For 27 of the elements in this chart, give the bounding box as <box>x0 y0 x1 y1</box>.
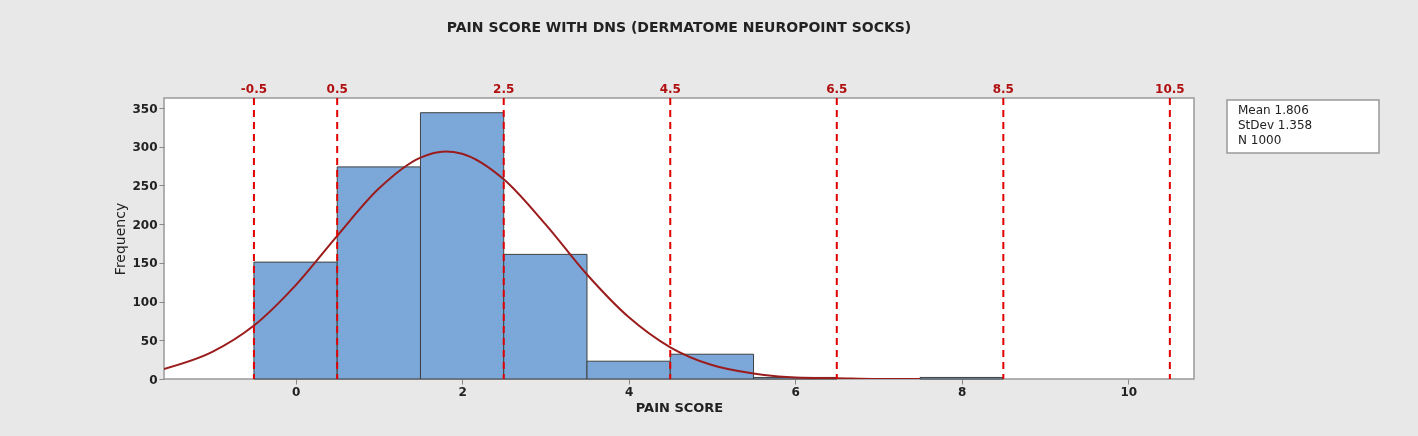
x-axis-title: PAIN SCORE <box>635 399 724 415</box>
y-tick-label: 350 <box>132 101 158 116</box>
ref-line-label: -0.5 <box>240 82 268 96</box>
y-tick-label: 0 <box>149 372 158 387</box>
ref-line-label: 8.5 <box>992 82 1014 96</box>
chart-title: PAIN SCORE WITH DNS (DERMATOME NEUROPOINT SOCKS) <box>446 19 912 35</box>
y-tick-label: 250 <box>132 178 158 193</box>
x-tick-label: 0 <box>291 384 301 399</box>
y-tick-label: 100 <box>132 295 158 310</box>
y-tick-label: 300 <box>132 140 158 155</box>
x-tick-label: 10 <box>1120 384 1138 399</box>
ref-line-label: 2.5 <box>493 82 515 96</box>
y-tick-label: 50 <box>140 333 158 348</box>
ref-line-label: 0.5 <box>326 82 348 96</box>
x-tick-label: 6 <box>791 384 800 399</box>
ref-line-label: 6.5 <box>826 82 848 96</box>
y-tick-label: 200 <box>132 217 158 232</box>
text: Mean 1.806 <box>1238 103 1309 117</box>
y-axis-title: Frequency <box>112 202 129 276</box>
ref-line-label: 10.5 <box>1155 82 1185 96</box>
text: StDev 1.358 <box>1238 118 1313 132</box>
x-tick-label: 8 <box>958 384 967 399</box>
y-tick-label: 150 <box>132 256 158 271</box>
text: N 1000 <box>1238 133 1282 147</box>
x-tick-label: 4 <box>624 384 634 399</box>
x-tick-label: 2 <box>458 384 467 399</box>
ref-line-label: 4.5 <box>659 82 681 96</box>
